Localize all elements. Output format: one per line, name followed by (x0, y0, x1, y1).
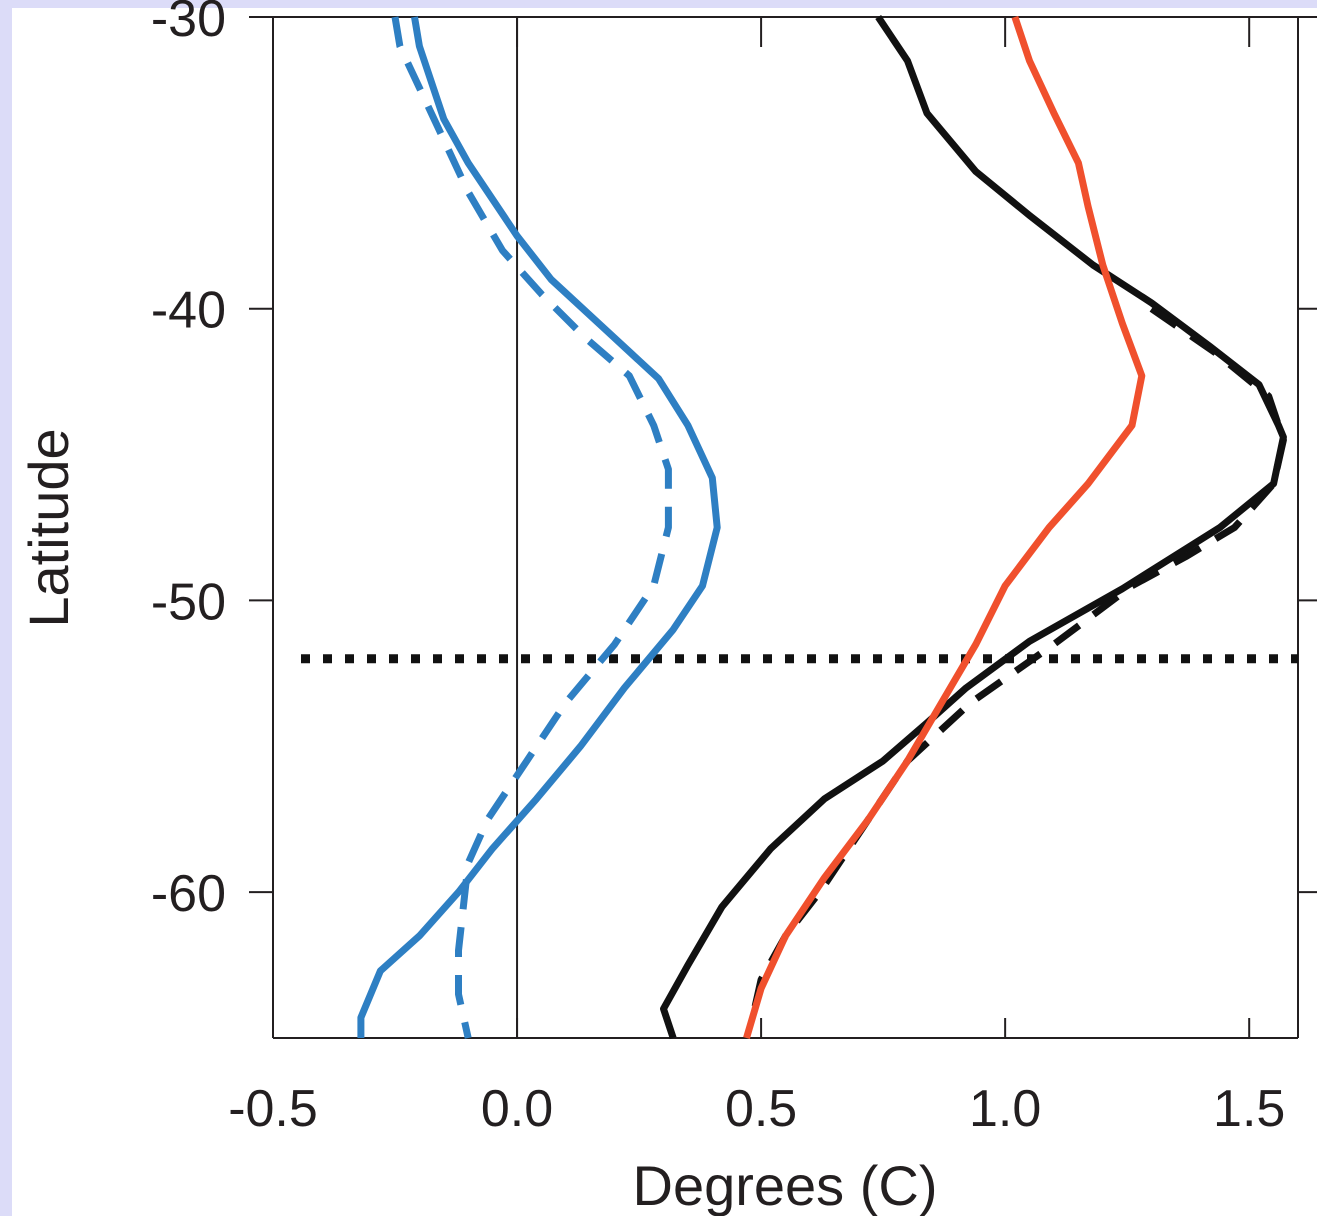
x-axis-title: Degrees (C) (633, 1154, 938, 1216)
tick-labels: -0.5 0.0 0.5 1.0 1.5 -30 -40 -50 -60 (151, 0, 1285, 1138)
y-tick-label: -60 (151, 865, 226, 923)
series-line-5 (747, 17, 1142, 1038)
x-tick-label: 0.5 (725, 1080, 797, 1138)
x-tick-label: 1.0 (969, 1080, 1041, 1138)
series-lines (361, 17, 1284, 1038)
series-line-3 (664, 17, 1284, 1038)
series-line-2 (395, 17, 668, 1038)
x-tick-label: 0.0 (481, 1080, 553, 1138)
series-line-4 (751, 309, 1283, 1024)
y-tick-label: -40 (151, 282, 226, 340)
axis-ticks (249, 17, 1317, 1038)
x-tick-label: 1.5 (1213, 1080, 1285, 1138)
y-tick-label: -50 (151, 573, 226, 631)
series-line-1 (361, 17, 717, 1038)
plot-frame (273, 17, 1317, 1038)
x-tick-label: -0.5 (228, 1080, 318, 1138)
y-axis-title: Latitude (17, 428, 80, 627)
y-tick-label: -30 (151, 0, 226, 48)
